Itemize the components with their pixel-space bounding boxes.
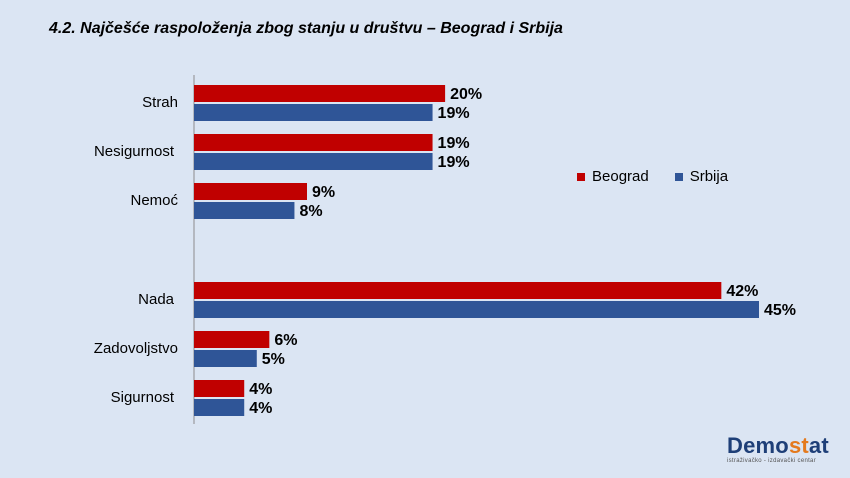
data-label: 4% [249, 400, 272, 417]
bar-beograd [194, 380, 245, 397]
data-label: 19% [438, 105, 470, 122]
data-label: 9% [312, 184, 335, 201]
data-label: 19% [438, 135, 470, 152]
legend-item-beograd: Beograd [577, 168, 649, 185]
bar-srbija [194, 153, 433, 170]
category-label: Strah [142, 94, 178, 111]
data-label: 19% [438, 154, 470, 171]
bar-srbija [194, 399, 245, 416]
bar-beograd [194, 331, 270, 348]
data-label: 42% [726, 283, 758, 300]
demostat-logo: Demostat istraživačko - izdavački centar [727, 433, 837, 465]
data-label: 8% [299, 203, 322, 220]
bar-beograd [194, 282, 722, 299]
page-title: 4.2. Najčešće raspoloženja zbog stanju u… [49, 20, 563, 37]
logo-subtitle: istraživačko - izdavački centar [727, 458, 816, 464]
legend-swatch-srbija [674, 172, 683, 181]
category-label: Nesigurnost [94, 143, 175, 160]
legend-label-srbija: Srbija [689, 168, 729, 185]
bar-beograd [194, 134, 433, 151]
category-label: Nada [138, 291, 175, 308]
bar-srbija [194, 202, 295, 219]
category-label: Sigurnost [111, 389, 175, 406]
data-label: 4% [249, 381, 272, 398]
bar-srbija [194, 350, 257, 367]
legend-swatch-beograd [577, 172, 585, 181]
data-label: 6% [274, 332, 297, 349]
legend-item-srbija: Srbija [674, 168, 729, 185]
bar-srbija [194, 301, 759, 318]
data-label: 45% [764, 302, 796, 319]
category-label: Nemoć [130, 192, 178, 209]
bar-beograd [194, 85, 446, 102]
bar-srbija [194, 104, 433, 121]
legend: Beograd Srbija [577, 168, 728, 185]
bar-beograd [194, 183, 307, 200]
logo-wordmark: Demostat [727, 433, 829, 458]
category-label: Zadovoljstvo [94, 340, 178, 357]
legend-label-beograd: Beograd [592, 168, 649, 185]
data-label: 20% [450, 86, 482, 103]
data-label: 5% [262, 351, 285, 368]
